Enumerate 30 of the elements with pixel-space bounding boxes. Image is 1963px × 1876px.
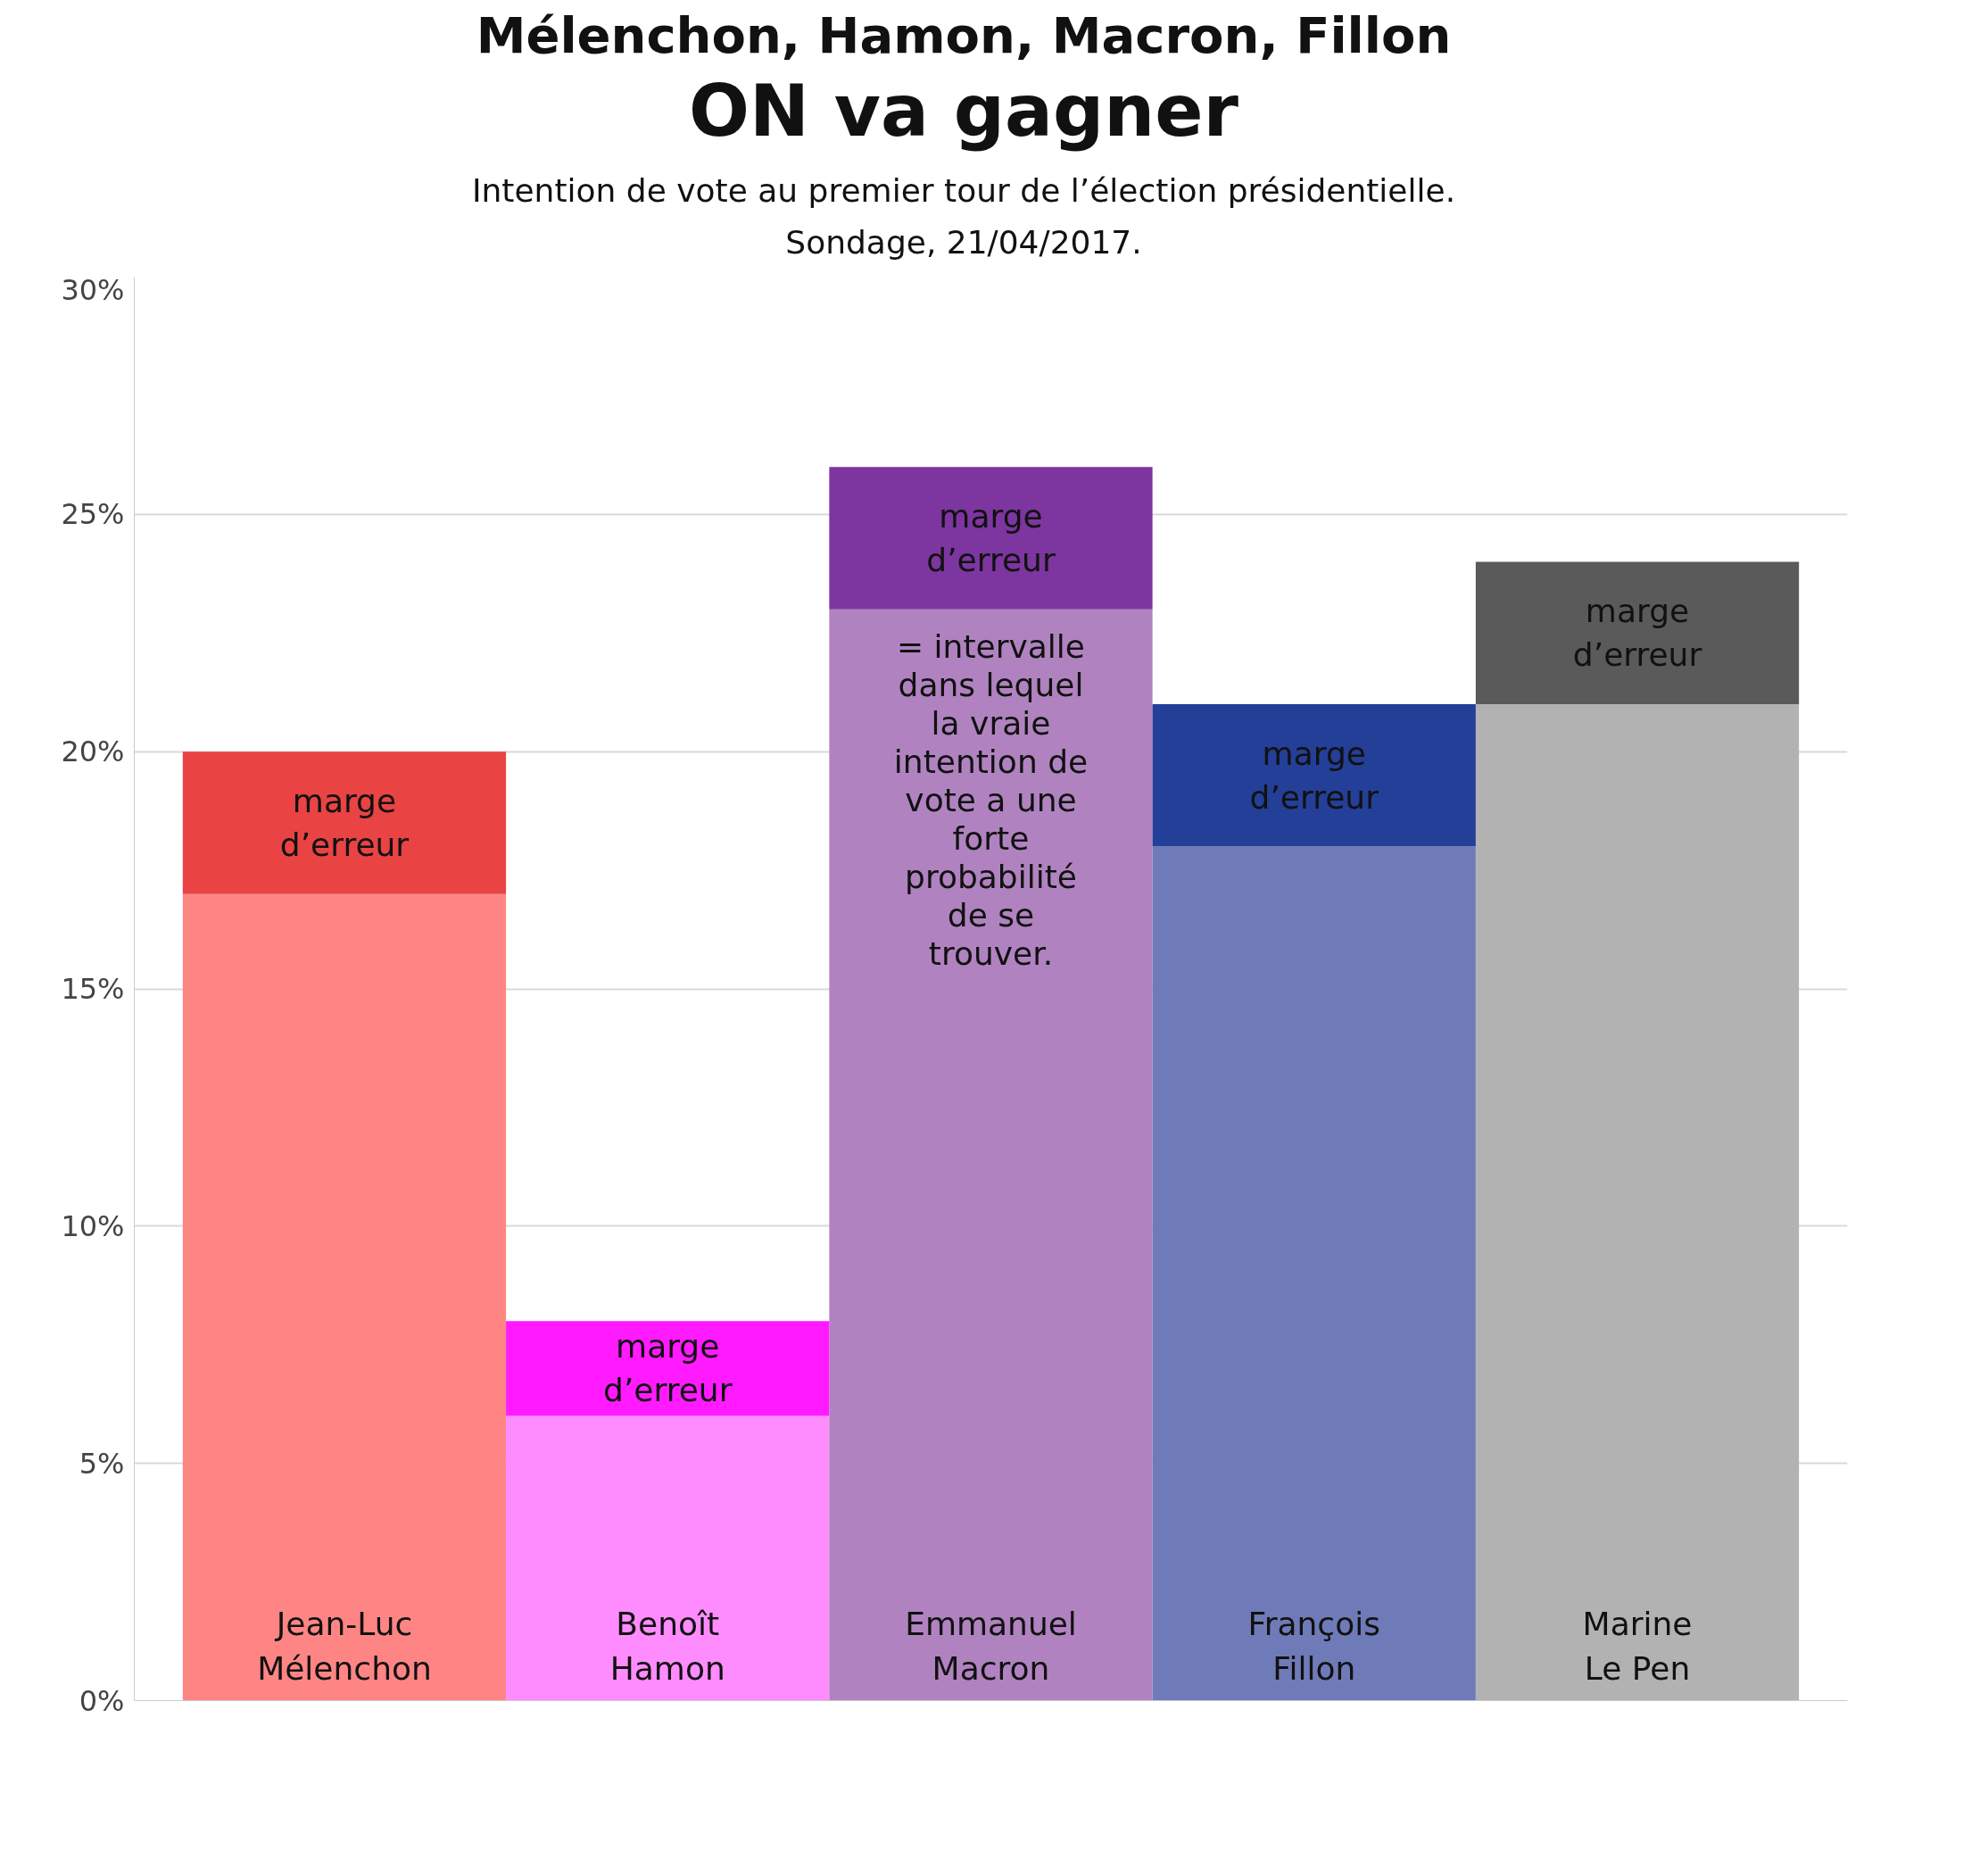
x-tick-label: Jean-Luc Mélenchon — [257, 1606, 432, 1687]
y-tick-label: 0% — [79, 1683, 125, 1718]
x-tick-label: Benoît Hamon — [609, 1606, 725, 1687]
chart-title: Mélenchon, Hamon, Macron, Fillon ON va gagner — [476, 6, 1452, 153]
bar — [1152, 846, 1476, 1701]
x-tick-label: Emmanuel Macron — [905, 1606, 1077, 1687]
y-tick-label: 10% — [61, 1209, 125, 1244]
series-label: marge d’erreur — [603, 1328, 733, 1409]
text: marge d’erreur — [279, 783, 410, 864]
bar — [182, 893, 507, 1701]
bar — [1152, 704, 1476, 847]
bar — [1475, 561, 1800, 705]
y-tick-label: 20% — [61, 735, 125, 769]
y-tick-label: 5% — [79, 1446, 125, 1481]
bar — [1475, 704, 1800, 1701]
x-tick-label: François Fillon — [1247, 1606, 1380, 1687]
chart-subtitle: Intention de vote au premier tour de l’élection présidentielle. Sondage, 21/04/2017. — [470, 171, 1457, 262]
text: marge d’erreur — [1249, 735, 1379, 817]
bar — [829, 467, 1153, 610]
text: marge d’erreur — [1572, 593, 1702, 674]
text: = intervalle dans lequel la vraie intention de vote a une forte probabilité de se trouver. — [893, 628, 1089, 973]
x-tick-label: Marine Le Pen — [1582, 1606, 1693, 1687]
bar — [506, 1321, 830, 1416]
y-tick-label: 15% — [61, 972, 125, 1007]
bar — [182, 751, 507, 894]
bar — [829, 609, 1153, 1701]
y-tick-label: 25% — [61, 497, 125, 532]
text: marge d’erreur — [926, 498, 1056, 579]
bar — [506, 1415, 830, 1701]
y-tick-label: 30% — [61, 272, 125, 307]
